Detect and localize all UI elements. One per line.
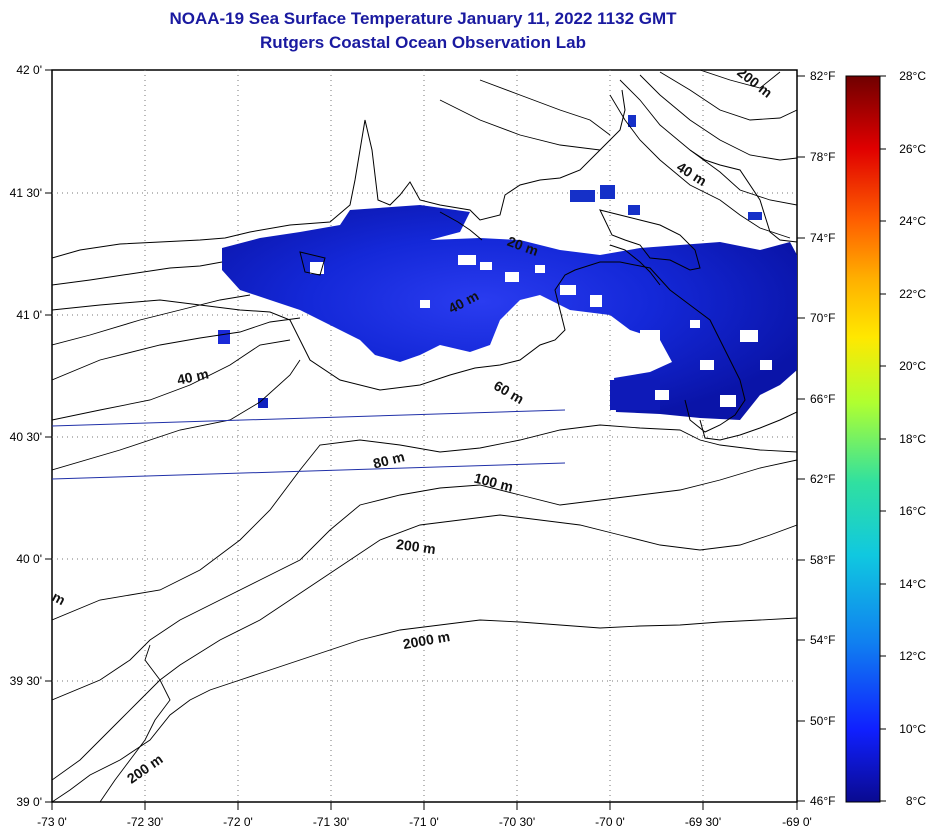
celsius-label: 18°C (899, 432, 926, 446)
lat-label: 40 30' (10, 430, 42, 444)
celsius-label: 24°C (899, 214, 926, 228)
coastline (52, 89, 797, 441)
celsius-label: 28°C (899, 69, 926, 83)
map-subtitle: Rutgers Coastal Ocean Observation Lab (260, 33, 586, 52)
celsius-label: 26°C (899, 142, 926, 156)
contour-label: 40 m (175, 365, 210, 387)
lon-label: -69 0' (782, 815, 812, 829)
celsius-label: 16°C (899, 504, 926, 518)
lon-label: -70 0' (595, 815, 625, 829)
lat-label: 39 0' (16, 795, 42, 809)
fahrenheit-label: 58°F (810, 553, 835, 567)
axis-ticks (45, 69, 805, 810)
celsius-label: 8°C (906, 794, 926, 808)
lon-label: -73 0' (37, 815, 67, 829)
colorbar-ticks (880, 75, 886, 802)
map-title: NOAA-19 Sea Surface Temperature January … (169, 9, 677, 28)
lon-label: -72 0' (223, 815, 253, 829)
lat-label: 41 0' (16, 308, 42, 322)
contour-label: 80 m (371, 448, 406, 471)
fahrenheit-label: 66°F (810, 392, 835, 406)
contour-label: 200 m (395, 536, 437, 557)
celsius-label: 10°C (899, 722, 926, 736)
swath-lines (52, 409, 566, 480)
lat-label: 42 0' (16, 63, 42, 77)
fahrenheit-label: 62°F (810, 472, 835, 486)
lat-label: 39 30' (10, 674, 42, 688)
fahrenheit-label: 54°F (810, 633, 835, 647)
lon-label: -71 0' (409, 815, 439, 829)
fahrenheit-label: 78°F (810, 150, 835, 164)
fahrenheit-label: 70°F (810, 311, 835, 325)
lat-label: 40 0' (16, 552, 42, 566)
lon-label: -71 30' (313, 815, 349, 829)
celsius-label: 14°C (899, 577, 926, 591)
graticule (52, 70, 797, 802)
lon-label: -69 30' (685, 815, 721, 829)
lon-label: -70 30' (499, 815, 535, 829)
celsius-label: 22°C (899, 287, 926, 301)
fahrenheit-label: 50°F (810, 714, 835, 728)
celsius-label: 20°C (899, 359, 926, 373)
lat-label: 41 30' (10, 186, 42, 200)
fahrenheit-label: 46°F (810, 794, 835, 808)
bathymetry-contours (52, 70, 797, 802)
fahrenheit-label: 82°F (810, 69, 835, 83)
fahrenheit-label: 74°F (810, 231, 835, 245)
celsius-label: 12°C (899, 649, 926, 663)
lon-label: -72 30' (127, 815, 163, 829)
colorbar (845, 75, 881, 803)
